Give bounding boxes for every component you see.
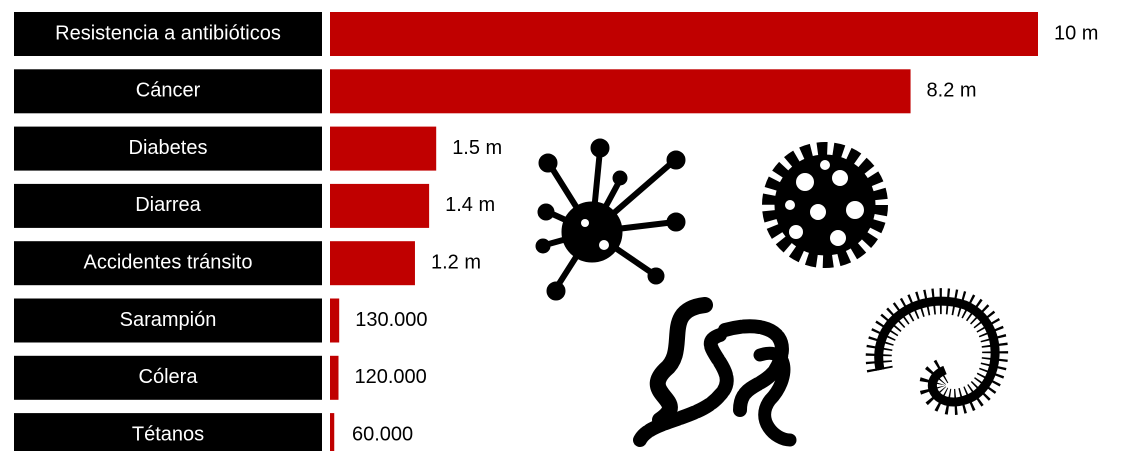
category-box [14,69,322,114]
category-label: Cólera [139,366,199,388]
value-label: 130.000 [355,309,427,331]
bar [330,183,430,228]
bar [330,12,1038,56]
category-box [14,298,322,343]
bar [330,241,415,286]
bar [330,298,340,343]
category-label: Tétanos [132,423,204,445]
category-box [14,183,322,228]
bar [330,413,335,451]
category-box [14,413,322,451]
category-label: Cáncer [136,80,201,102]
value-label: 1.5 m [452,137,502,159]
spiral-organism-icon [865,288,1009,415]
category-box [14,12,322,56]
category-label: Resistencia a antibióticos [55,22,281,44]
value-label: 120.000 [354,366,426,388]
bar [330,355,339,400]
category-box [14,241,322,286]
microbe-illustrations [535,138,1009,447]
virus-icon [535,138,686,301]
value-label: 60.000 [352,423,413,445]
category-label: Sarampión [120,309,217,331]
bar [330,69,911,114]
category-box [14,355,322,400]
value-label: 10 m [1054,22,1098,44]
category-label: Accidentes tránsito [84,251,253,273]
category-box [14,126,322,171]
value-label: 8.2 m [927,80,977,102]
value-label: 1.2 m [431,251,481,273]
coronavirus-icon [762,142,888,268]
category-label: Diabetes [129,137,208,159]
category-label: Diarrea [135,194,201,216]
bar [330,126,437,171]
value-label: 1.4 m [445,194,495,216]
bacteria-icon [633,297,797,447]
